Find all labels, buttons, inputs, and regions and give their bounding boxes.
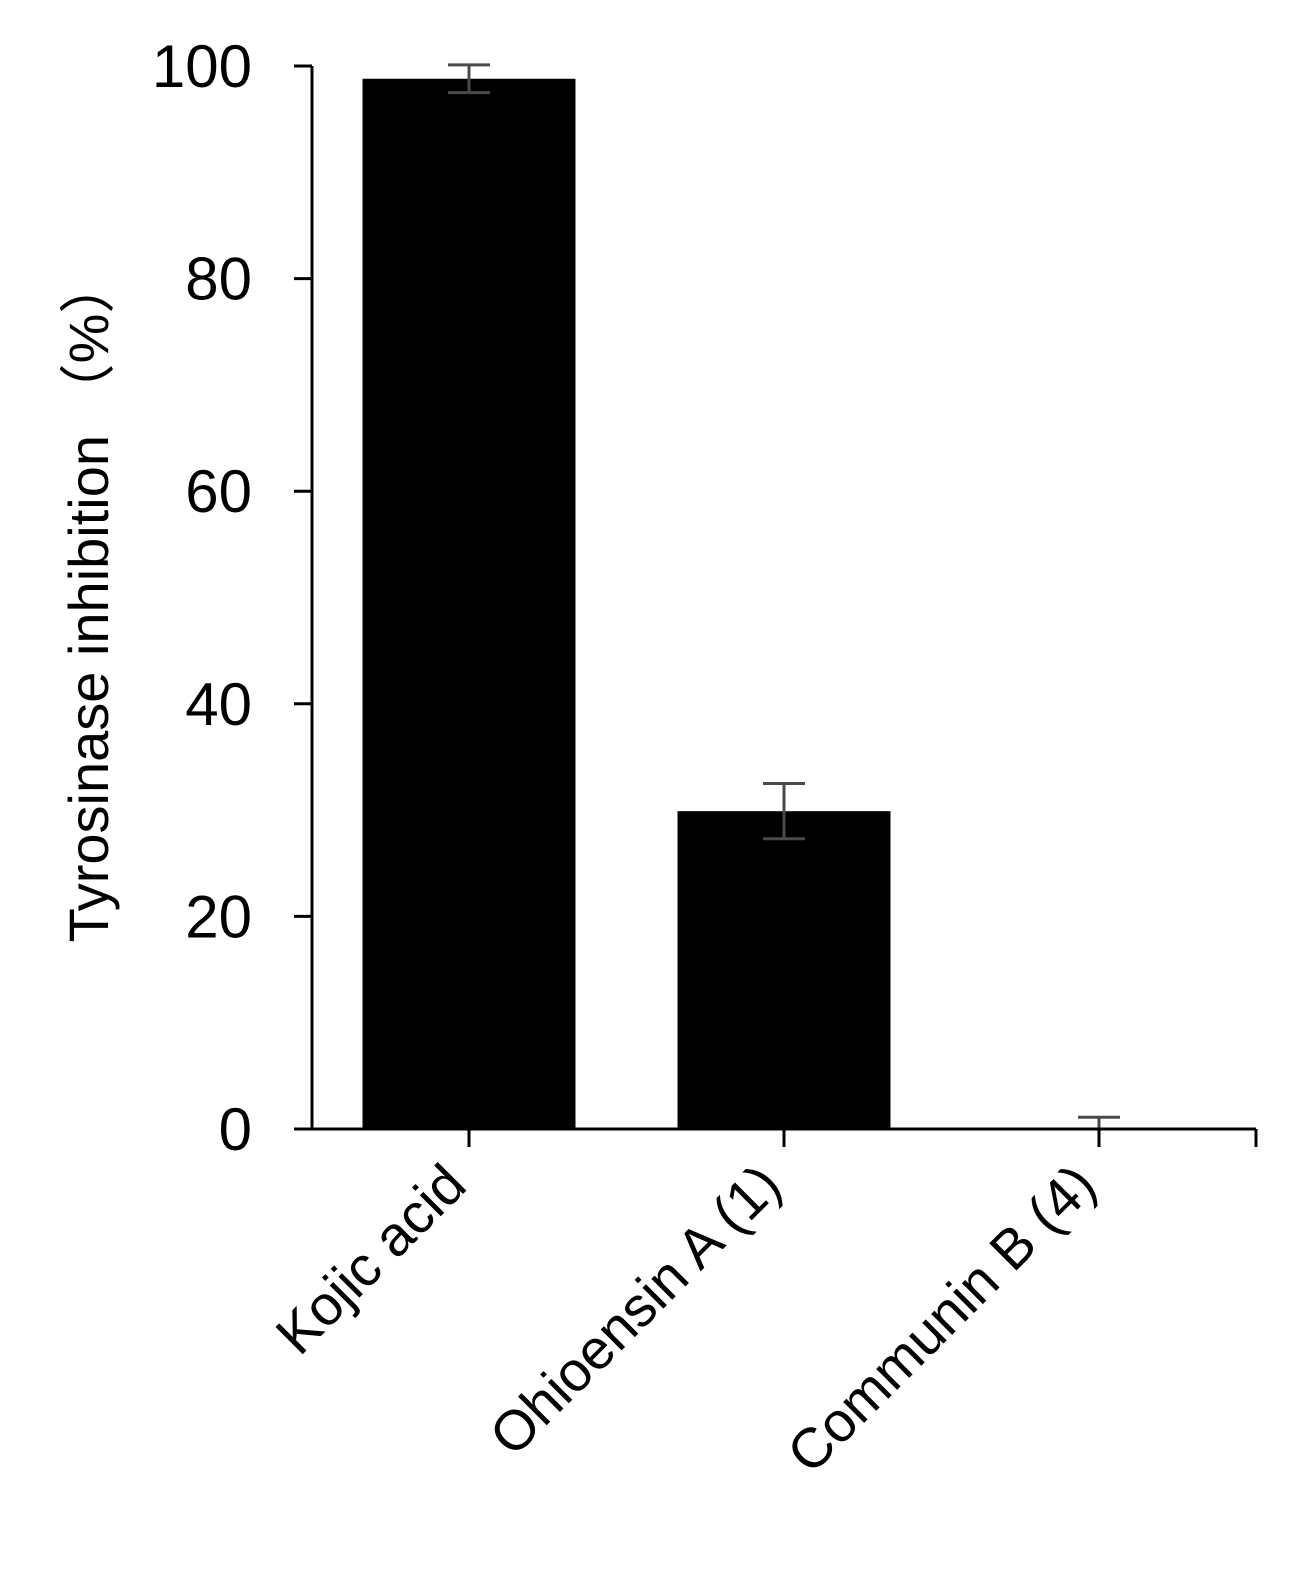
x-ticks-layer [467,1129,1258,1147]
bars-layer [362,78,891,1130]
y-axis-title: Tyrosinase inhibition （%） [57,258,120,943]
bar-ohioensin-a-1 [677,811,891,1129]
category-label-ohioensin-a-1: Ohioensin A (1) [477,1152,792,1467]
error-bar-kojic-acid [448,63,490,95]
error-bar-communin-b-4 [1078,1115,1120,1129]
y-tick-label-20: 20 [185,883,252,950]
bar-kojic-acid [362,78,576,1130]
y-tick-label-60: 60 [185,458,252,525]
category-labels-layer: Kojic acid Ohioensin A (1)Communin B (4) [263,1152,1107,1485]
y-tick-label-40: 40 [185,671,252,738]
error-bar-ohioensin-a-1 [763,782,805,841]
y-tick-label-100: 100 [152,33,252,100]
y-tick-label-80: 80 [185,246,252,313]
y-tick-label-0: 0 [219,1096,252,1163]
error-bars-layer [448,63,1120,1129]
y-ticks-layer: 0 20 40 60 80 100 [152,33,312,1163]
category-label-communin-b-4: Communin B (4) [775,1152,1108,1485]
category-label-kojic-acid: Kojic acid [263,1152,477,1366]
